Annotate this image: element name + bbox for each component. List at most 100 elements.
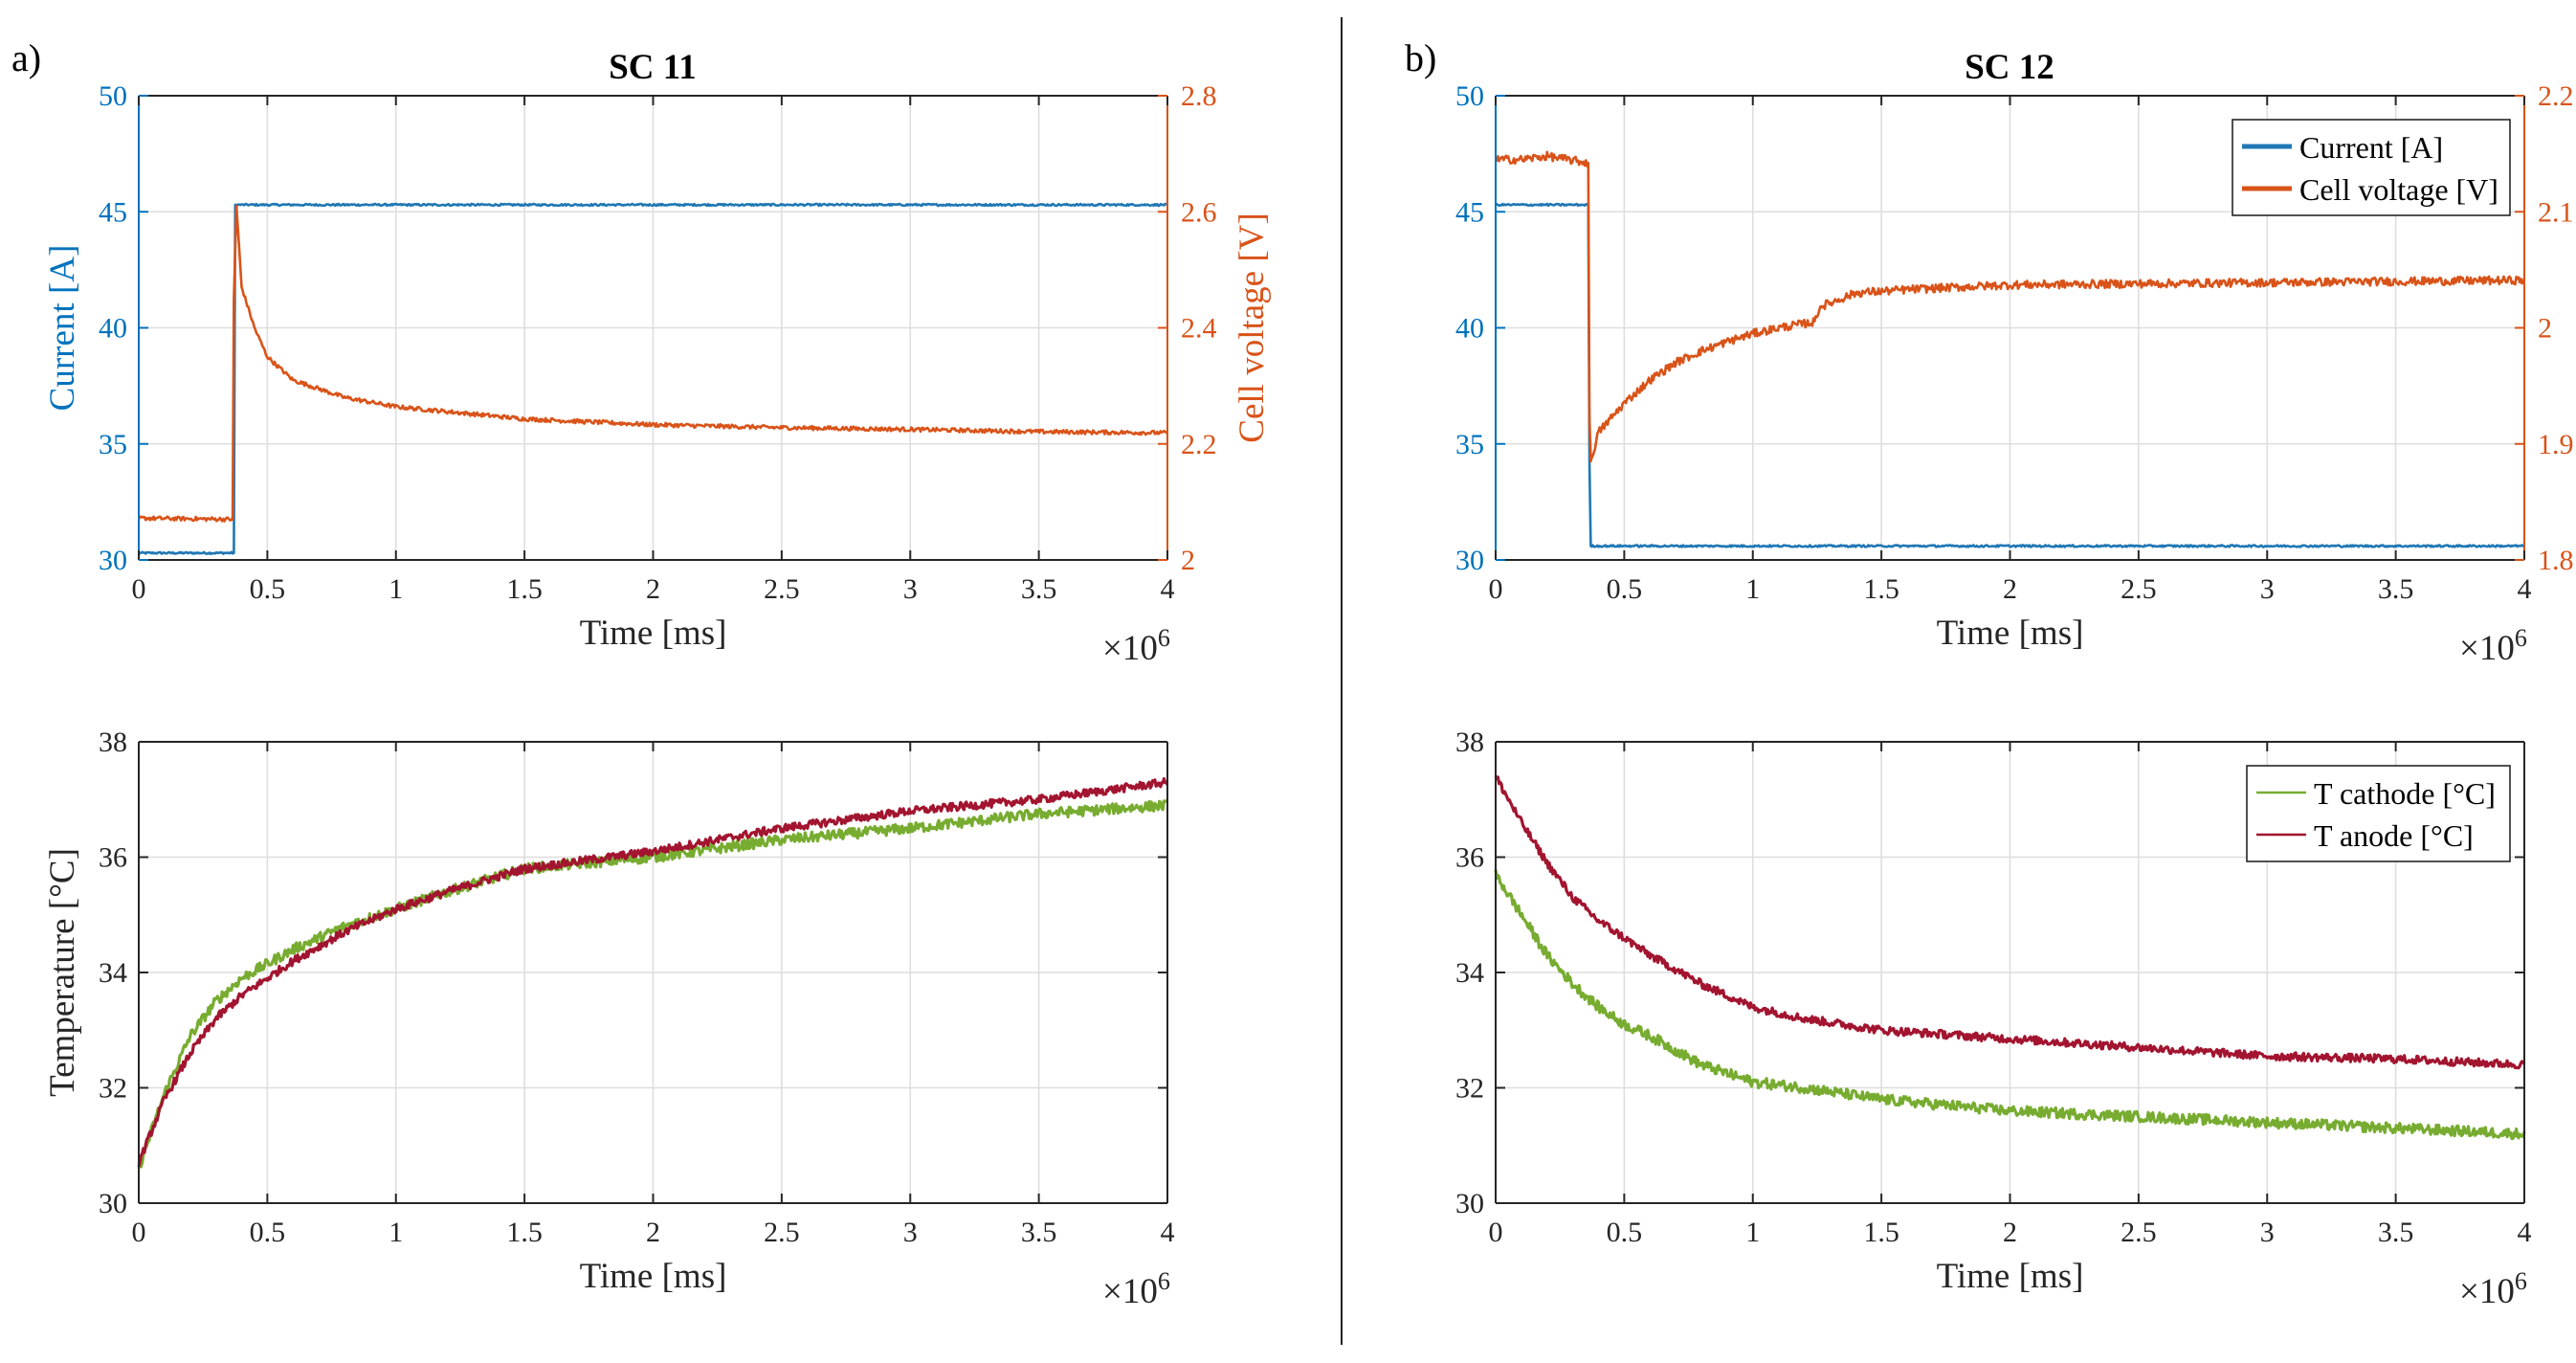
x-exponent-label: ×106: [1102, 1267, 1170, 1311]
y-tick-label: 32: [99, 1073, 127, 1105]
y-tick-label: 38: [99, 726, 127, 758]
y-tick-label: 38: [1455, 726, 1484, 758]
y-right-tick-label: 2.1: [2538, 196, 2574, 228]
x-tick-label: 3.5: [1021, 573, 1057, 605]
x-tick-label: 3: [2260, 573, 2275, 605]
x-axis-label: Time [ms]: [580, 1257, 727, 1296]
x-tick-label: 4: [2518, 573, 2532, 605]
x-tick-label: 0: [1489, 1217, 1503, 1248]
x-tick-label: 1: [1745, 1217, 1760, 1248]
y-tick-label: 40: [1455, 313, 1484, 345]
legend-entry-t_cathode: T cathode [°C]: [2314, 776, 2496, 811]
chart-sc11-electrical: 0 0.5 1 1.5 2 2.5 3 3.5 4 30 35 40 45 50 2 2.2 2.4 2.6 2.8…: [43, 48, 1272, 668]
x-tick-label: 2: [646, 573, 660, 605]
x-tick-label: 1: [389, 1217, 403, 1248]
x-tick-label: 1.5: [506, 573, 543, 605]
x-tick-label: 4: [2518, 1217, 2532, 1248]
x-exponent-label: ×106: [1102, 624, 1170, 668]
legend-entry-voltage: Cell voltage [V]: [2299, 172, 2498, 207]
y-right-tick-label: 2: [1181, 545, 1195, 576]
x-exponent: 6: [1158, 624, 1170, 652]
y-tick-label: 32: [1455, 1073, 1484, 1105]
y-tick-label: 36: [99, 842, 127, 874]
legend: T cathode [°C] T anode [°C]: [2246, 765, 2511, 862]
legend-box: [2232, 119, 2511, 216]
x-tick-label: 0: [132, 1217, 146, 1248]
x-tick-label: 2.5: [764, 1217, 800, 1248]
x-tick-label: 4: [1161, 573, 1175, 605]
y-tick-label: 50: [1455, 80, 1484, 112]
y-tick-label: 45: [1455, 196, 1484, 228]
chart-title: SC 12: [1965, 48, 2054, 87]
chart-title: SC 11: [609, 48, 697, 87]
x-tick-label: 2: [2003, 573, 2017, 605]
x-tick-label: 4: [1161, 1217, 1175, 1248]
x-tick-label: 3: [903, 1217, 918, 1248]
y-tick-label: 45: [99, 196, 127, 228]
y-right-tick-label: 2.2: [2538, 80, 2574, 112]
series-voltage-line: [137, 204, 1169, 523]
y-right-tick-label: 2: [2538, 313, 2552, 345]
series-t_anode-line: [1494, 775, 2526, 1070]
x-tick-label: 2.5: [764, 573, 800, 605]
legend-entry-current: Current [A]: [2299, 130, 2443, 165]
y-axis-label: Current [A]: [43, 245, 82, 412]
x-axis-label: Time [ms]: [580, 614, 727, 653]
x-exponent: 6: [1158, 1267, 1170, 1295]
y-tick-label: 30: [1455, 1188, 1484, 1219]
x-tick-label: 1.5: [1863, 1217, 1899, 1248]
y-tick-label: 30: [99, 545, 127, 576]
y-tick-label: 34: [1455, 957, 1484, 989]
y-axis-right-label: Cell voltage [V]: [1232, 212, 1272, 442]
series-voltage-line: [1495, 150, 2526, 463]
x-tick-label: 2: [2003, 1217, 2017, 1248]
x-tick-label: 3.5: [2378, 573, 2414, 605]
y-tick-label: 30: [99, 1188, 127, 1219]
x-tick-label: 2.5: [2121, 573, 2157, 605]
x-tick-label: 2.5: [2121, 1217, 2157, 1248]
x-tick-label: 3.5: [1021, 1217, 1057, 1248]
y-right-tick-label: 1.8: [2538, 545, 2574, 576]
x-axis-label: Time [ms]: [1937, 614, 2084, 653]
chart-sc12-thermal: 0 0.5 1 1.5 2 2.5 3 3.5 4 30 32 34 36 38 Time [ms] ×106…: [1455, 726, 2532, 1311]
y-axis-label: Temperature [°C]: [43, 848, 82, 1097]
x-exponent-label: ×106: [2459, 624, 2527, 668]
y-tick-label: 40: [99, 313, 127, 345]
y-tick-label: 34: [99, 957, 127, 989]
y-right-tick-label: 2.6: [1181, 196, 1217, 228]
x-tick-label: 1.5: [506, 1217, 543, 1248]
chart-sc12-electrical: 0 0.5 1 1.5 2 2.5 3 3.5 4 30 35 40 45 50 1.8 1.9 2 2.1 2.2…: [1455, 48, 2574, 668]
x-exponent-label: ×106: [2459, 1267, 2527, 1311]
legend-box: [2246, 765, 2511, 862]
x-tick-label: 0: [132, 573, 146, 605]
y-tick-label: 35: [1455, 429, 1484, 460]
x-exponent: 6: [2515, 1267, 2527, 1295]
x-tick-label: 0: [1489, 573, 1503, 605]
x-tick-label: 0.5: [250, 1217, 286, 1248]
x-tick-label: 0.5: [1607, 1217, 1643, 1248]
legend-entry-t_anode: T anode [°C]: [2314, 818, 2474, 853]
y-tick-label: 50: [99, 80, 127, 112]
legend: Current [A] Cell voltage [V]: [2232, 119, 2511, 216]
y-right-tick-label: 2.4: [1181, 313, 1217, 345]
y-right-tick-label: 2.8: [1181, 80, 1217, 112]
y-right-tick-label: 2.2: [1181, 429, 1217, 460]
x-tick-label: 3.5: [2378, 1217, 2414, 1248]
y-tick-label: 36: [1455, 842, 1484, 874]
series-t_cathode-line: [1494, 869, 2526, 1141]
x-tick-label: 2: [646, 1217, 660, 1248]
series-current-line: [1495, 202, 2525, 548]
series-current-line: [138, 202, 1168, 555]
x-tick-label: 1.5: [1863, 573, 1899, 605]
x-tick-label: 1: [1745, 573, 1760, 605]
x-tick-label: 1: [389, 573, 403, 605]
x-axis-label: Time [ms]: [1937, 1257, 2084, 1296]
x-exponent: 6: [2515, 624, 2527, 652]
x-tick-label: 3: [903, 573, 918, 605]
y-right-tick-label: 1.9: [2538, 429, 2574, 460]
y-tick-label: 30: [1455, 545, 1484, 576]
x-tick-label: 3: [2260, 1217, 2275, 1248]
series-t_anode-line: [137, 777, 1169, 1168]
